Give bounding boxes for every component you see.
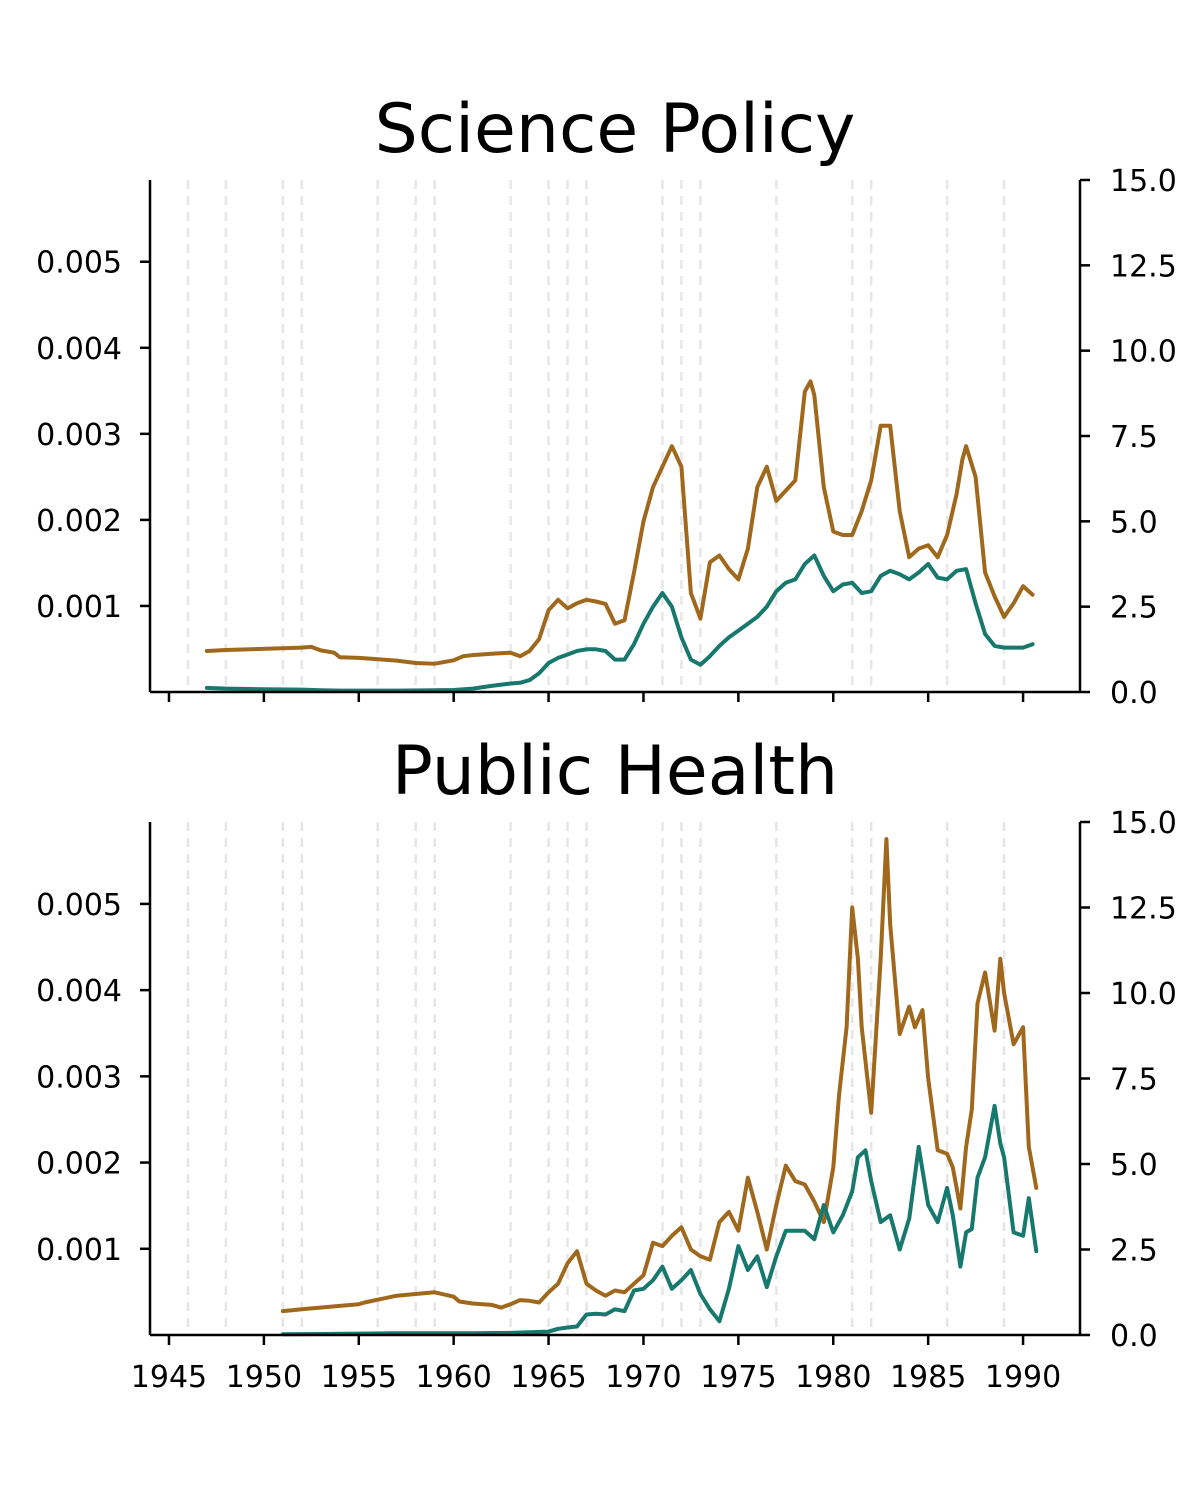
y-right-tick-label: 15.0: [1110, 164, 1177, 199]
y-right-tick-label: 2.5: [1110, 591, 1158, 626]
x-tick-label: 1945: [131, 1360, 207, 1395]
y-left-tick-label: 0.001: [36, 590, 122, 625]
panel-1: Science Policy 0.001 0.002 0.003 0.004 0.005 0…: [36, 90, 1177, 711]
y-left-tick-label: 0.002: [36, 1147, 122, 1182]
x-tick-label: 1970: [605, 1360, 681, 1395]
y-right-tick-label: 7.5: [1110, 420, 1158, 455]
y-left-tick-label: 0.003: [36, 418, 122, 453]
y-right-tick-label: 5.0: [1110, 505, 1158, 540]
y-right-tick-label: 10.0: [1110, 977, 1177, 1012]
y-right-tick-label: 12.5: [1110, 892, 1177, 927]
y-right-tick-label: 10.0: [1110, 335, 1177, 370]
y-right-tick-label: 7.5: [1110, 1063, 1158, 1098]
panel-title: Public Health: [392, 732, 838, 811]
x-tick-label: 1985: [890, 1360, 966, 1395]
y-right-tick-label: 15.0: [1110, 806, 1177, 841]
y-right-tick-label: 5.0: [1110, 1148, 1158, 1183]
x-tick-label: 1990: [985, 1360, 1061, 1395]
y-right-tick-label: 0.0: [1110, 676, 1158, 711]
y-left-tick-label: 0.004: [36, 332, 122, 367]
series-line-1: [280, 837, 1039, 1314]
panel-2: Public Health 0.001 0.002 0.003 0.004 0.005 0.…: [36, 732, 1177, 1395]
y-left-tick-label: 0.005: [36, 888, 122, 923]
x-tick-label: 1965: [510, 1360, 586, 1395]
y-left-tick-label: 0.002: [36, 504, 122, 539]
x-tick-label: 1955: [321, 1360, 397, 1395]
x-tick-label: 1980: [795, 1360, 871, 1395]
x-tick-label: 1950: [226, 1360, 302, 1395]
x-tick-label: 1960: [415, 1360, 491, 1395]
y-right-tick-label: 12.5: [1110, 249, 1177, 284]
series-line-1: [204, 379, 1035, 666]
y-left-tick-label: 0.003: [36, 1060, 122, 1095]
y-left-tick-label: 0.005: [36, 246, 122, 281]
y-left-tick-label: 0.001: [36, 1233, 122, 1268]
y-right-tick-label: 2.5: [1110, 1234, 1158, 1269]
y-right-tick-label: 0.0: [1110, 1319, 1158, 1354]
series-line-2: [204, 553, 1035, 693]
y-left-tick-label: 0.004: [36, 974, 122, 1009]
panel-title: Science Policy: [375, 90, 856, 169]
series-line-2: [280, 1103, 1039, 1337]
x-tick-label: 1975: [700, 1360, 776, 1395]
